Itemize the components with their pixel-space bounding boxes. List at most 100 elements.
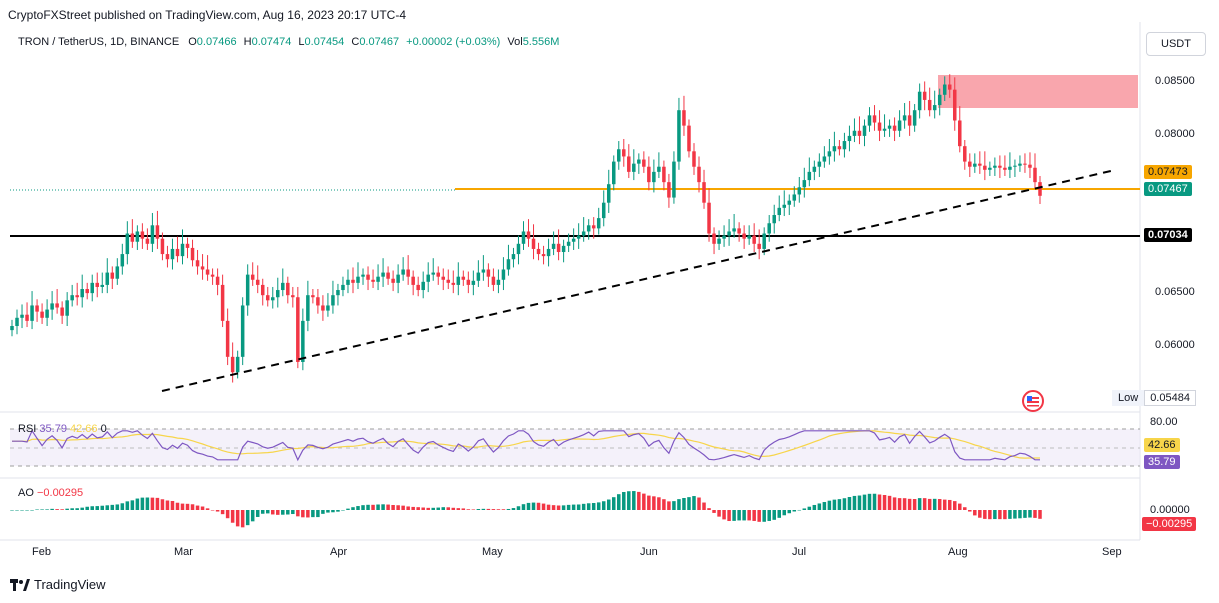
ao-bars-group xyxy=(10,491,1042,528)
candle-body xyxy=(346,279,350,285)
rsi-top-tick: 80.00 xyxy=(1150,416,1178,428)
high-label: H xyxy=(243,36,252,48)
y-tick-1: 0.08000 xyxy=(1155,128,1195,140)
tradingview-text: TradingView xyxy=(34,577,106,592)
ascending-trendline xyxy=(161,169,1116,392)
ao-bar xyxy=(185,503,190,510)
ao-bar xyxy=(586,503,591,510)
ao-bar xyxy=(1013,510,1017,519)
candle-body xyxy=(376,276,380,282)
candle-body xyxy=(235,356,240,373)
ao-bar xyxy=(210,510,215,511)
candle-body xyxy=(446,279,451,283)
candle-body xyxy=(857,130,862,136)
candle-body xyxy=(937,94,942,106)
ao-bar xyxy=(872,493,877,510)
candle-body xyxy=(622,149,626,157)
candle-body xyxy=(697,166,701,183)
ao-bar xyxy=(105,505,110,510)
ao-bar xyxy=(727,510,731,522)
ao-bar xyxy=(882,495,887,510)
ao-bar xyxy=(777,510,781,518)
ao-bar xyxy=(877,494,882,510)
ao-bar xyxy=(747,510,751,521)
symbol-title[interactable]: TRON / TetherUS, 1D, BINANCE xyxy=(18,36,180,48)
ao-bar xyxy=(481,508,486,510)
candle-body xyxy=(672,161,676,198)
currency-button[interactable]: USDT xyxy=(1146,32,1206,56)
ao-bar xyxy=(521,504,526,510)
candle-body xyxy=(55,303,59,308)
rsi-value-tag: 35.79 xyxy=(1144,455,1180,469)
ao-bar xyxy=(541,503,546,510)
candle-body xyxy=(667,182,671,198)
close-label: C xyxy=(351,36,360,48)
us-flag-icon[interactable] xyxy=(1022,390,1044,412)
candle-body xyxy=(872,115,877,123)
ao-bar xyxy=(1033,510,1037,518)
y-tick-3: 0.06000 xyxy=(1155,339,1195,351)
x-tick-feb: Feb xyxy=(32,546,51,558)
candle-body xyxy=(316,297,320,306)
resistance-zone xyxy=(938,75,1138,108)
candle-body xyxy=(968,161,972,167)
ao-bar xyxy=(722,510,726,520)
ao-bar xyxy=(20,510,24,511)
candle-body xyxy=(220,284,225,321)
tradingview-logo[interactable]: TradingView xyxy=(10,577,106,592)
candle-body xyxy=(581,231,586,236)
ao-bar xyxy=(135,498,140,510)
ao-bar xyxy=(65,508,69,510)
candle-body xyxy=(210,274,215,277)
candle-body xyxy=(441,276,446,280)
ao-bar xyxy=(190,504,195,510)
candle-body xyxy=(1038,182,1042,196)
open-label: O xyxy=(188,36,197,48)
candle-body xyxy=(762,233,766,249)
ao-label: AO xyxy=(18,487,34,499)
candle-body xyxy=(807,171,812,181)
ao-bar xyxy=(276,510,280,515)
ao-bar xyxy=(968,510,972,512)
candle-body xyxy=(596,218,601,229)
ao-bar xyxy=(932,498,937,510)
ao-bar xyxy=(782,510,787,516)
ao-bar xyxy=(862,494,867,510)
ao-bar xyxy=(767,510,771,521)
candle-body xyxy=(486,269,491,277)
candle-body xyxy=(737,228,741,234)
ao-bar xyxy=(381,504,385,510)
ao-bar xyxy=(682,498,686,510)
candle-body xyxy=(591,225,596,229)
ao-bar xyxy=(526,502,531,510)
candle-body xyxy=(265,295,270,301)
ao-bar xyxy=(1028,510,1032,518)
candle-body xyxy=(1013,165,1017,167)
ao-bar xyxy=(516,506,521,510)
ao-bar xyxy=(857,495,862,510)
low-value: 0.05484 xyxy=(1144,390,1196,406)
candle-body xyxy=(707,202,711,234)
candle-body xyxy=(606,184,611,203)
candle-body xyxy=(516,243,521,255)
rsi-label: RSI xyxy=(18,423,37,435)
low-price-box: Low 0.05484 xyxy=(1112,390,1196,406)
candle-body xyxy=(652,171,656,183)
ao-bar xyxy=(983,510,987,519)
ao-bar xyxy=(576,504,581,510)
tradingview-icon xyxy=(10,578,30,591)
ao-bar xyxy=(1003,510,1007,520)
ao-bar xyxy=(260,510,265,514)
ao-bar xyxy=(100,505,105,510)
ao-bar xyxy=(331,510,335,513)
candle-body xyxy=(752,235,756,244)
ao-bar xyxy=(817,503,822,510)
ao-bar xyxy=(110,504,115,510)
ao-bar xyxy=(466,509,471,510)
candle-body xyxy=(205,269,210,275)
ao-bar xyxy=(316,510,320,518)
ao-bar xyxy=(973,510,977,516)
candle-body xyxy=(892,125,897,131)
ao-bar xyxy=(1018,510,1022,519)
